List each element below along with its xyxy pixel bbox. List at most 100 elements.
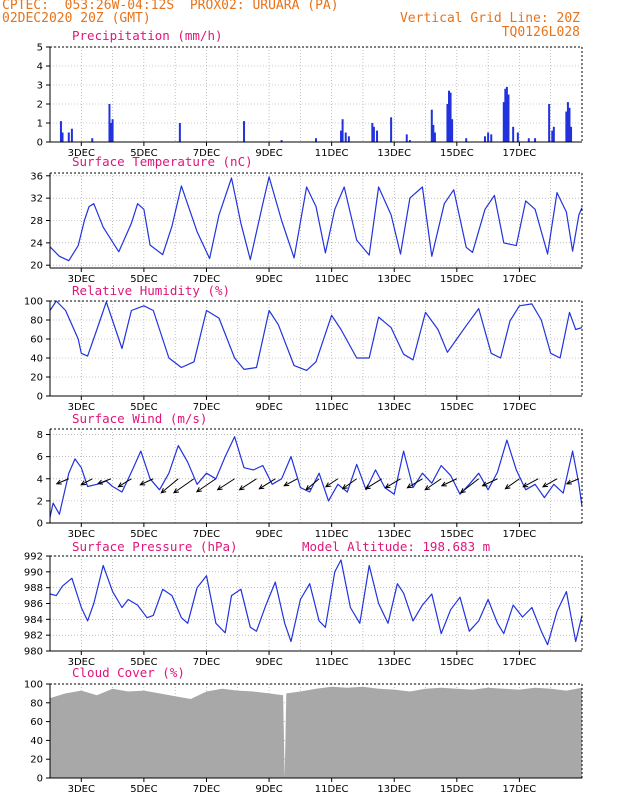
- cloud-xtick-label: 3DEC: [68, 784, 95, 795]
- temp-xtick-label: 9DEC: [255, 274, 282, 285]
- wind-xtick-label: 11DEC: [315, 529, 349, 540]
- temp-ytick-label: 36: [30, 171, 43, 182]
- precip-bar: [371, 123, 374, 142]
- temp-title: Surface Temperature (nC): [72, 154, 253, 169]
- precip-bar: [507, 94, 510, 142]
- precip-bar: [483, 136, 486, 142]
- cloud-ytick-label: 20: [30, 755, 43, 766]
- wind-arrow: [140, 478, 154, 486]
- cloud-ytick-label: 80: [30, 698, 43, 709]
- wind-arrow-head: [504, 484, 511, 490]
- temp-xtick-label: 13DEC: [377, 274, 411, 285]
- humidity-ytick-label: 100: [24, 297, 43, 308]
- temp-panel: 20 24 28 32 36 3DEC 5DEC 7DEC 9DEC 11DEC 13DEC 15DE…: [30, 171, 583, 285]
- pressure-ytick-label: 984: [24, 615, 43, 626]
- wind-arrow-head: [565, 479, 572, 485]
- pressure-xtick-label: 17DEC: [503, 657, 537, 668]
- wind-ytick-label: 2: [37, 496, 43, 507]
- precip-ytick-label: 1: [37, 119, 43, 130]
- humidity-ytick-label: 80: [30, 316, 43, 327]
- precip-ytick-label: 3: [37, 81, 43, 92]
- cloud-xtick-label: 9DEC: [255, 784, 282, 795]
- wind-arrow: [385, 478, 401, 489]
- wind-panel: 0 2 4 6 8 3DEC 5DEC 7DEC 9DEC 11DEC 13DEC 15DEC 17DE…: [37, 428, 583, 540]
- precip-bar: [465, 138, 468, 142]
- precip-bar: [448, 90, 450, 142]
- wind-arrow: [424, 478, 442, 491]
- cloud-ytick-label: 40: [30, 736, 43, 747]
- wind-ytick-label: 8: [37, 430, 43, 441]
- precip-xtick-label: 5DEC: [130, 148, 157, 159]
- wind-xtick-label: 15DEC: [440, 529, 474, 540]
- precip-bar: [243, 121, 246, 142]
- wind-arrow-head: [139, 480, 146, 486]
- precip-xtick-label: 3DEC: [68, 148, 95, 159]
- wind-ytick-label: 0: [37, 519, 43, 530]
- precip-xtick-label: 7DEC: [193, 148, 220, 159]
- pressure-ytick-label: 986: [24, 599, 43, 610]
- wind-arrow-head: [459, 488, 466, 494]
- precip-bar: [432, 124, 435, 142]
- wind-arrow-head: [481, 481, 488, 487]
- wind-arrow-head: [541, 482, 548, 488]
- precip-bar: [516, 132, 519, 142]
- precip-bar: [280, 140, 283, 142]
- humidity-xtick-label: 3DEC: [68, 402, 95, 413]
- pressure-xtick-label: 3DEC: [68, 657, 95, 668]
- temp-ytick-label: 28: [30, 216, 43, 227]
- precip-bar: [344, 132, 347, 142]
- cloud-panel: 0 20 40 60 80 100 3DEC 5DEC 7DEC 9DEC 11DEC 13DEC 15…: [24, 680, 583, 795]
- temp-xtick-label: 7DEC: [193, 274, 220, 285]
- wind-xtick-label: 3DEC: [68, 529, 95, 540]
- precip-bar: [446, 104, 449, 142]
- precip-bar: [347, 136, 350, 142]
- wind-arrow-head: [364, 484, 371, 490]
- precip-ytick-label: 0: [37, 138, 43, 149]
- pressure-title: Surface Pressure (hPa): [72, 539, 238, 554]
- wind-xtick-label: 5DEC: [130, 529, 157, 540]
- humidity-xtick-label: 9DEC: [255, 402, 282, 413]
- precip-bar: [534, 138, 537, 142]
- temp-xtick-label: 11DEC: [315, 274, 349, 285]
- wind-arrow-head: [305, 484, 312, 491]
- wind-arrow-head: [384, 483, 391, 489]
- wind-arrow: [522, 478, 539, 488]
- wind-xtick-label: 9DEC: [255, 529, 282, 540]
- wind-arrow-head: [80, 480, 87, 486]
- wind-arrow: [542, 478, 558, 488]
- cloud-xtick-label: 11DEC: [315, 784, 349, 795]
- header-station: CPTEC: 053:26W-04:12S PROX02: URUARA (PA…: [2, 0, 339, 13]
- wind-arrow-head: [341, 484, 348, 490]
- precip-bar: [340, 130, 343, 142]
- wind-arrow: [97, 478, 112, 485]
- pressure-ytick-label: 982: [24, 631, 43, 642]
- wind-series-line: [49, 436, 583, 518]
- precip-bar: [390, 117, 393, 142]
- wind-arrow-head: [160, 488, 167, 494]
- temp-xtick-label: 3DEC: [68, 274, 95, 285]
- precip-bar: [504, 88, 507, 142]
- wind-arrow: [407, 478, 423, 489]
- precip-bar: [487, 132, 490, 142]
- cloud-ytick-label: 60: [30, 717, 43, 728]
- humidity-xtick-label: 15DEC: [440, 402, 474, 413]
- precip-bar: [110, 123, 113, 142]
- wind-arrow: [173, 478, 195, 494]
- precip-bar: [566, 102, 569, 142]
- precip-ytick-label: 4: [37, 62, 43, 73]
- precip-xtick-label: 11DEC: [315, 148, 349, 159]
- precip-bar: [548, 104, 551, 142]
- precip-bar: [565, 111, 568, 142]
- wind-xtick-label: 17DEC: [503, 529, 537, 540]
- humidity-series-line: [49, 300, 583, 371]
- wind-arrow: [505, 478, 520, 490]
- wind-arrow: [160, 478, 179, 494]
- temp-ytick-label: 24: [30, 238, 43, 249]
- wind-arrow: [325, 478, 339, 488]
- precip-bar: [315, 138, 317, 142]
- pressure-xtick-label: 5DEC: [130, 657, 157, 668]
- precip-bar: [67, 132, 70, 142]
- wind-arrow-head: [406, 483, 413, 489]
- wind-arrow: [56, 478, 69, 485]
- humidity-xtick-label: 13DEC: [377, 402, 411, 413]
